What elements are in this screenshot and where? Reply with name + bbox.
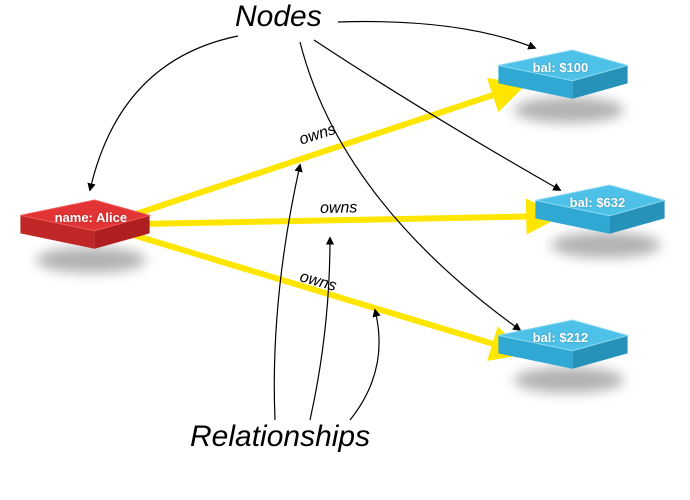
annotation-arrow <box>338 22 535 48</box>
heading-relationships: Relationships <box>190 420 370 454</box>
node-label: bal: $212 <box>533 330 589 345</box>
edge-label-owns-2: owns <box>320 199 358 218</box>
annotation-arrow <box>310 238 330 420</box>
annotation-arrow <box>274 165 300 420</box>
annotation-arrow <box>90 36 238 190</box>
annotation-arrow <box>350 310 379 420</box>
diagram-canvas: Nodes Relationships name: Alice bal: $10… <box>0 0 690 500</box>
heading-nodes: Nodes <box>235 0 322 34</box>
node-label: bal: $632 <box>570 195 626 210</box>
relationship-arrow <box>130 86 520 216</box>
node-label: name: Alice <box>55 210 128 225</box>
node-label: bal: $100 <box>533 60 589 75</box>
